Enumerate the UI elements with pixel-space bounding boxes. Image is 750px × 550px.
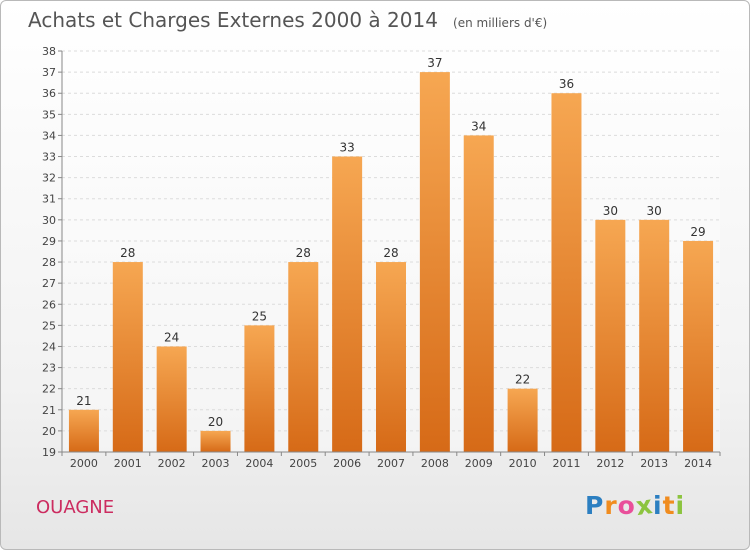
y-tick-label: 35 <box>42 108 56 121</box>
y-tick-label: 31 <box>42 193 56 206</box>
x-tick-label: 2009 <box>465 457 493 470</box>
y-tick-label: 32 <box>42 172 56 185</box>
x-tick-label: 2012 <box>596 457 624 470</box>
bar <box>112 262 143 452</box>
bar <box>419 72 450 453</box>
y-tick-label: 27 <box>42 277 56 290</box>
bar <box>683 240 714 452</box>
logo-letter: P <box>585 491 605 520</box>
y-tick-label: 26 <box>42 298 56 311</box>
bar-value-label: 30 <box>603 204 618 218</box>
bar <box>639 219 670 452</box>
y-tick-label: 25 <box>42 319 56 332</box>
y-tick-label: 37 <box>42 66 56 79</box>
y-tick-label: 34 <box>42 129 56 142</box>
chart-subtitle: (en milliers d'€) <box>453 16 548 30</box>
bar-value-label: 21 <box>76 394 91 408</box>
x-tick-label: 2006 <box>333 457 361 470</box>
x-tick-label: 2007 <box>377 457 405 470</box>
logo-letter: r <box>604 491 618 520</box>
logo-letter: i <box>675 491 686 520</box>
bar <box>376 262 406 452</box>
x-tick-label: 2003 <box>202 457 230 470</box>
logo-letter: x <box>633 489 655 522</box>
x-tick-label: 2002 <box>158 457 186 470</box>
x-tick-label: 2008 <box>421 457 449 470</box>
bar-value-label: 37 <box>427 56 442 70</box>
x-tick-label: 2000 <box>70 457 98 470</box>
bar-value-label: 20 <box>208 415 223 429</box>
bar <box>507 388 538 452</box>
title-row: Achats et Charges Externes 2000 à 2014 (… <box>28 8 547 32</box>
bar-value-label: 29 <box>690 225 705 239</box>
logo-letter: t <box>662 491 676 520</box>
bar <box>288 262 319 452</box>
bar <box>463 135 494 452</box>
bar <box>595 219 626 452</box>
x-tick-label: 2001 <box>114 457 142 470</box>
commune-name: OUAGNE <box>36 497 115 518</box>
bar <box>551 93 582 453</box>
bar-value-label: 36 <box>559 77 574 91</box>
bar <box>200 430 231 452</box>
y-tick-label: 20 <box>42 425 56 438</box>
axis-layer: 19 20 21 22 23 24 25 26 27 28 29 30 31 32 33 34 35 36 37 38… <box>42 45 721 470</box>
y-tick-label: 38 <box>42 45 56 58</box>
bar-value-label: 22 <box>515 373 530 387</box>
proxiti-logo[interactable]: Proxiti <box>585 489 686 522</box>
bar-value-label: 30 <box>647 204 662 218</box>
bar-value-label: 28 <box>120 246 135 260</box>
x-tick-label: 2010 <box>509 457 537 470</box>
bar-value-label: 33 <box>339 141 354 155</box>
x-tick-label: 2011 <box>552 457 580 470</box>
bar-value-label: 28 <box>296 246 311 260</box>
y-tick-label: 23 <box>42 362 56 375</box>
bar-value-label: 34 <box>471 119 486 133</box>
bar-value-label: 24 <box>164 330 179 344</box>
bar <box>244 325 275 452</box>
x-tick-label: 2004 <box>245 457 273 470</box>
y-tick-label: 19 <box>42 446 56 459</box>
bar-value-label: 28 <box>383 246 398 260</box>
y-tick-label: 28 <box>42 256 56 269</box>
bar-value-label: 25 <box>252 309 267 323</box>
chart-title: Achats et Charges Externes 2000 à 2014 <box>28 8 438 32</box>
bar <box>156 346 187 452</box>
bar <box>332 156 363 453</box>
y-tick-label: 21 <box>42 404 56 417</box>
x-tick-label: 2014 <box>684 457 712 470</box>
y-tick-label: 36 <box>42 87 56 100</box>
logo-letter: i <box>653 491 663 520</box>
bar <box>68 409 99 452</box>
y-tick-label: 33 <box>42 151 56 164</box>
bar-layer: 21 28 24 20 25 28 33 28 37 34 22 36 30 30 29 <box>68 56 714 453</box>
x-tick-label: 2005 <box>289 457 317 470</box>
y-tick-label: 30 <box>42 214 56 227</box>
x-tick-label: 2013 <box>640 457 668 470</box>
logo-letter: o <box>617 491 636 520</box>
y-tick-label: 29 <box>42 235 56 248</box>
y-tick-label: 22 <box>42 383 56 396</box>
y-tick-label: 24 <box>42 340 56 353</box>
